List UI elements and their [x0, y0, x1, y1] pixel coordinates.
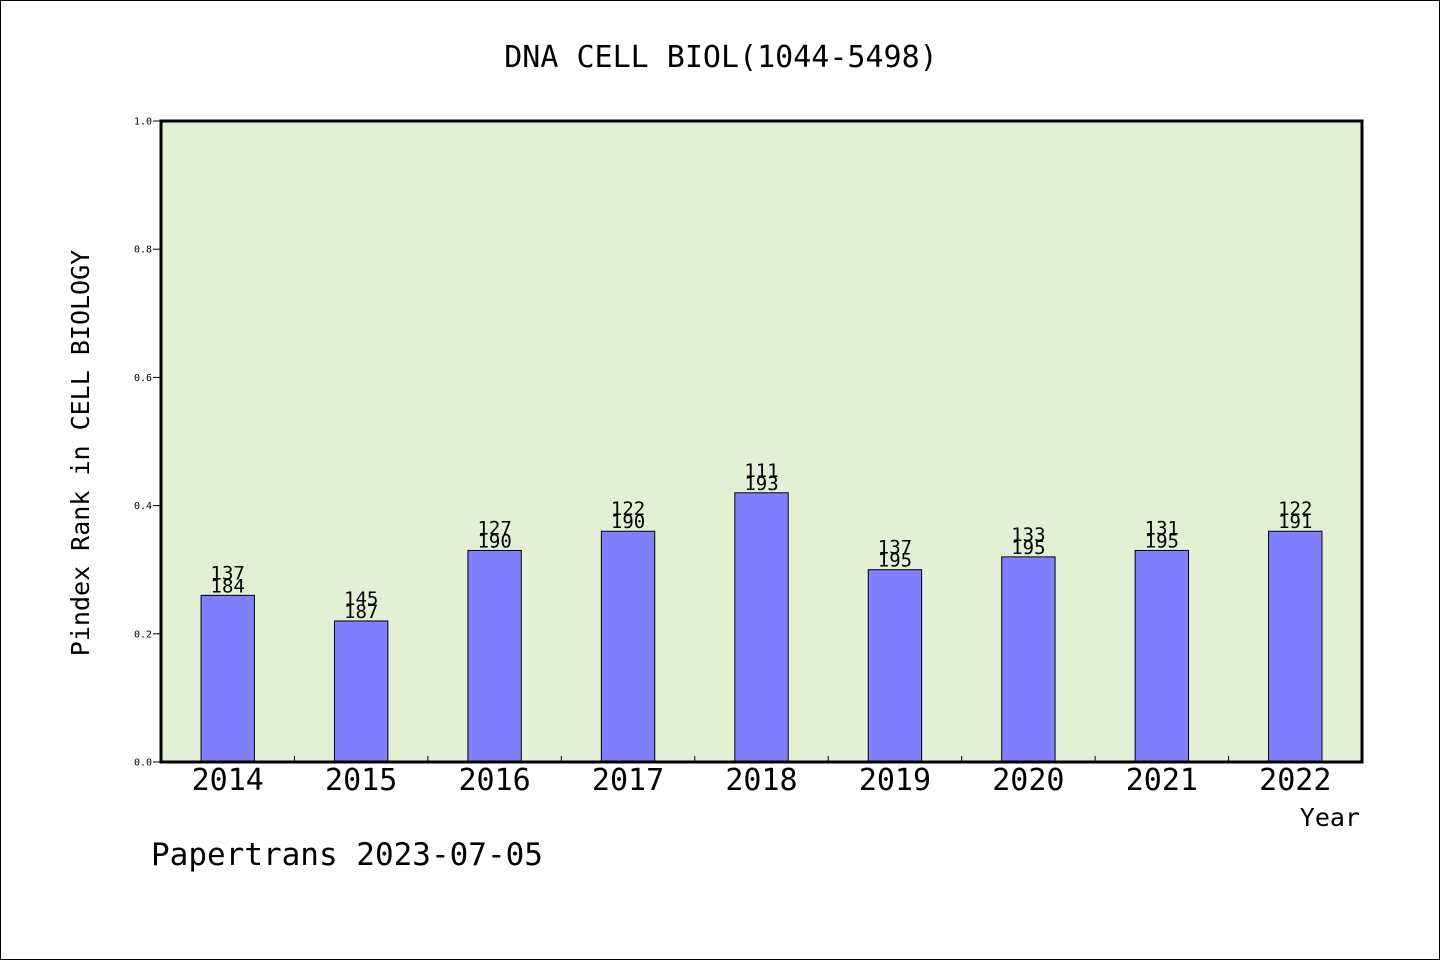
- x-tick-label: 2020: [992, 763, 1064, 798]
- x-tick-label: 2017: [592, 763, 664, 798]
- bar-total-label: 195: [1011, 537, 1045, 559]
- bar-rank-label: 137: [211, 562, 245, 584]
- bar: [200, 594, 255, 763]
- bar: [333, 620, 389, 763]
- bar-rank-label: 131: [1145, 517, 1179, 539]
- y-tick-label: 0.0: [134, 758, 152, 769]
- x-tick-label: 2016: [458, 763, 530, 798]
- x-axis-label: Year: [1300, 803, 1360, 832]
- bar: [467, 549, 522, 763]
- chart-title: DNA CELL BIOL(1044-5498): [504, 40, 937, 75]
- bar-rank-label: 122: [611, 498, 645, 520]
- x-tick-label: 2021: [1126, 763, 1198, 798]
- x-tick-label: 2014: [192, 763, 264, 798]
- x-tick-label: 2019: [859, 763, 931, 798]
- bar-total-label: 184: [211, 575, 245, 597]
- bar-rank-label: 145: [344, 588, 378, 610]
- bar-rank-label: 122: [1278, 498, 1312, 520]
- bar: [867, 569, 923, 763]
- bar: [1134, 549, 1190, 763]
- bar-rank-label: 133: [1011, 524, 1045, 546]
- bars: 1371841451871271901221901111931371951331…: [200, 460, 1323, 763]
- x-tick-label: 2022: [1259, 763, 1331, 798]
- bar-total-label: 187: [344, 601, 378, 623]
- axis-ticks: 0.0 0.2 0.4 0.6 0.8 1.0 2014 2015 2016 2017 2018 20…: [134, 117, 1331, 799]
- bar: [1001, 556, 1056, 763]
- bar-total-label: 190: [611, 511, 645, 533]
- plot-frame: [159, 119, 1364, 764]
- x-tick-label: 2018: [725, 763, 797, 798]
- bar-total-label: 193: [744, 473, 778, 495]
- bar: [734, 492, 789, 763]
- y-tick-label: 0.6: [134, 373, 152, 384]
- bar-total-label: 191: [1278, 511, 1312, 533]
- y-tick-label: 0.8: [134, 245, 152, 256]
- bar-total-label: 190: [477, 530, 511, 552]
- bar-rank-label: 111: [744, 460, 778, 482]
- bar-rank-label: 127: [477, 517, 511, 539]
- y-tick-label: 0.2: [134, 629, 152, 640]
- bar-total-label: 195: [1145, 530, 1179, 552]
- y-axis-label: Pindex Rank in CELL BIOLOGY: [66, 250, 95, 656]
- bar: [1268, 530, 1323, 763]
- bar: [600, 530, 656, 763]
- footer-credit: Papertrans 2023-07-05: [151, 837, 543, 873]
- y-tick-label: 1.0: [134, 117, 152, 128]
- y-tick-label: 0.4: [134, 501, 152, 512]
- bar-total-label: 195: [878, 550, 912, 572]
- bar-rank-label: 137: [878, 537, 912, 559]
- x-tick-label: 2015: [325, 763, 397, 798]
